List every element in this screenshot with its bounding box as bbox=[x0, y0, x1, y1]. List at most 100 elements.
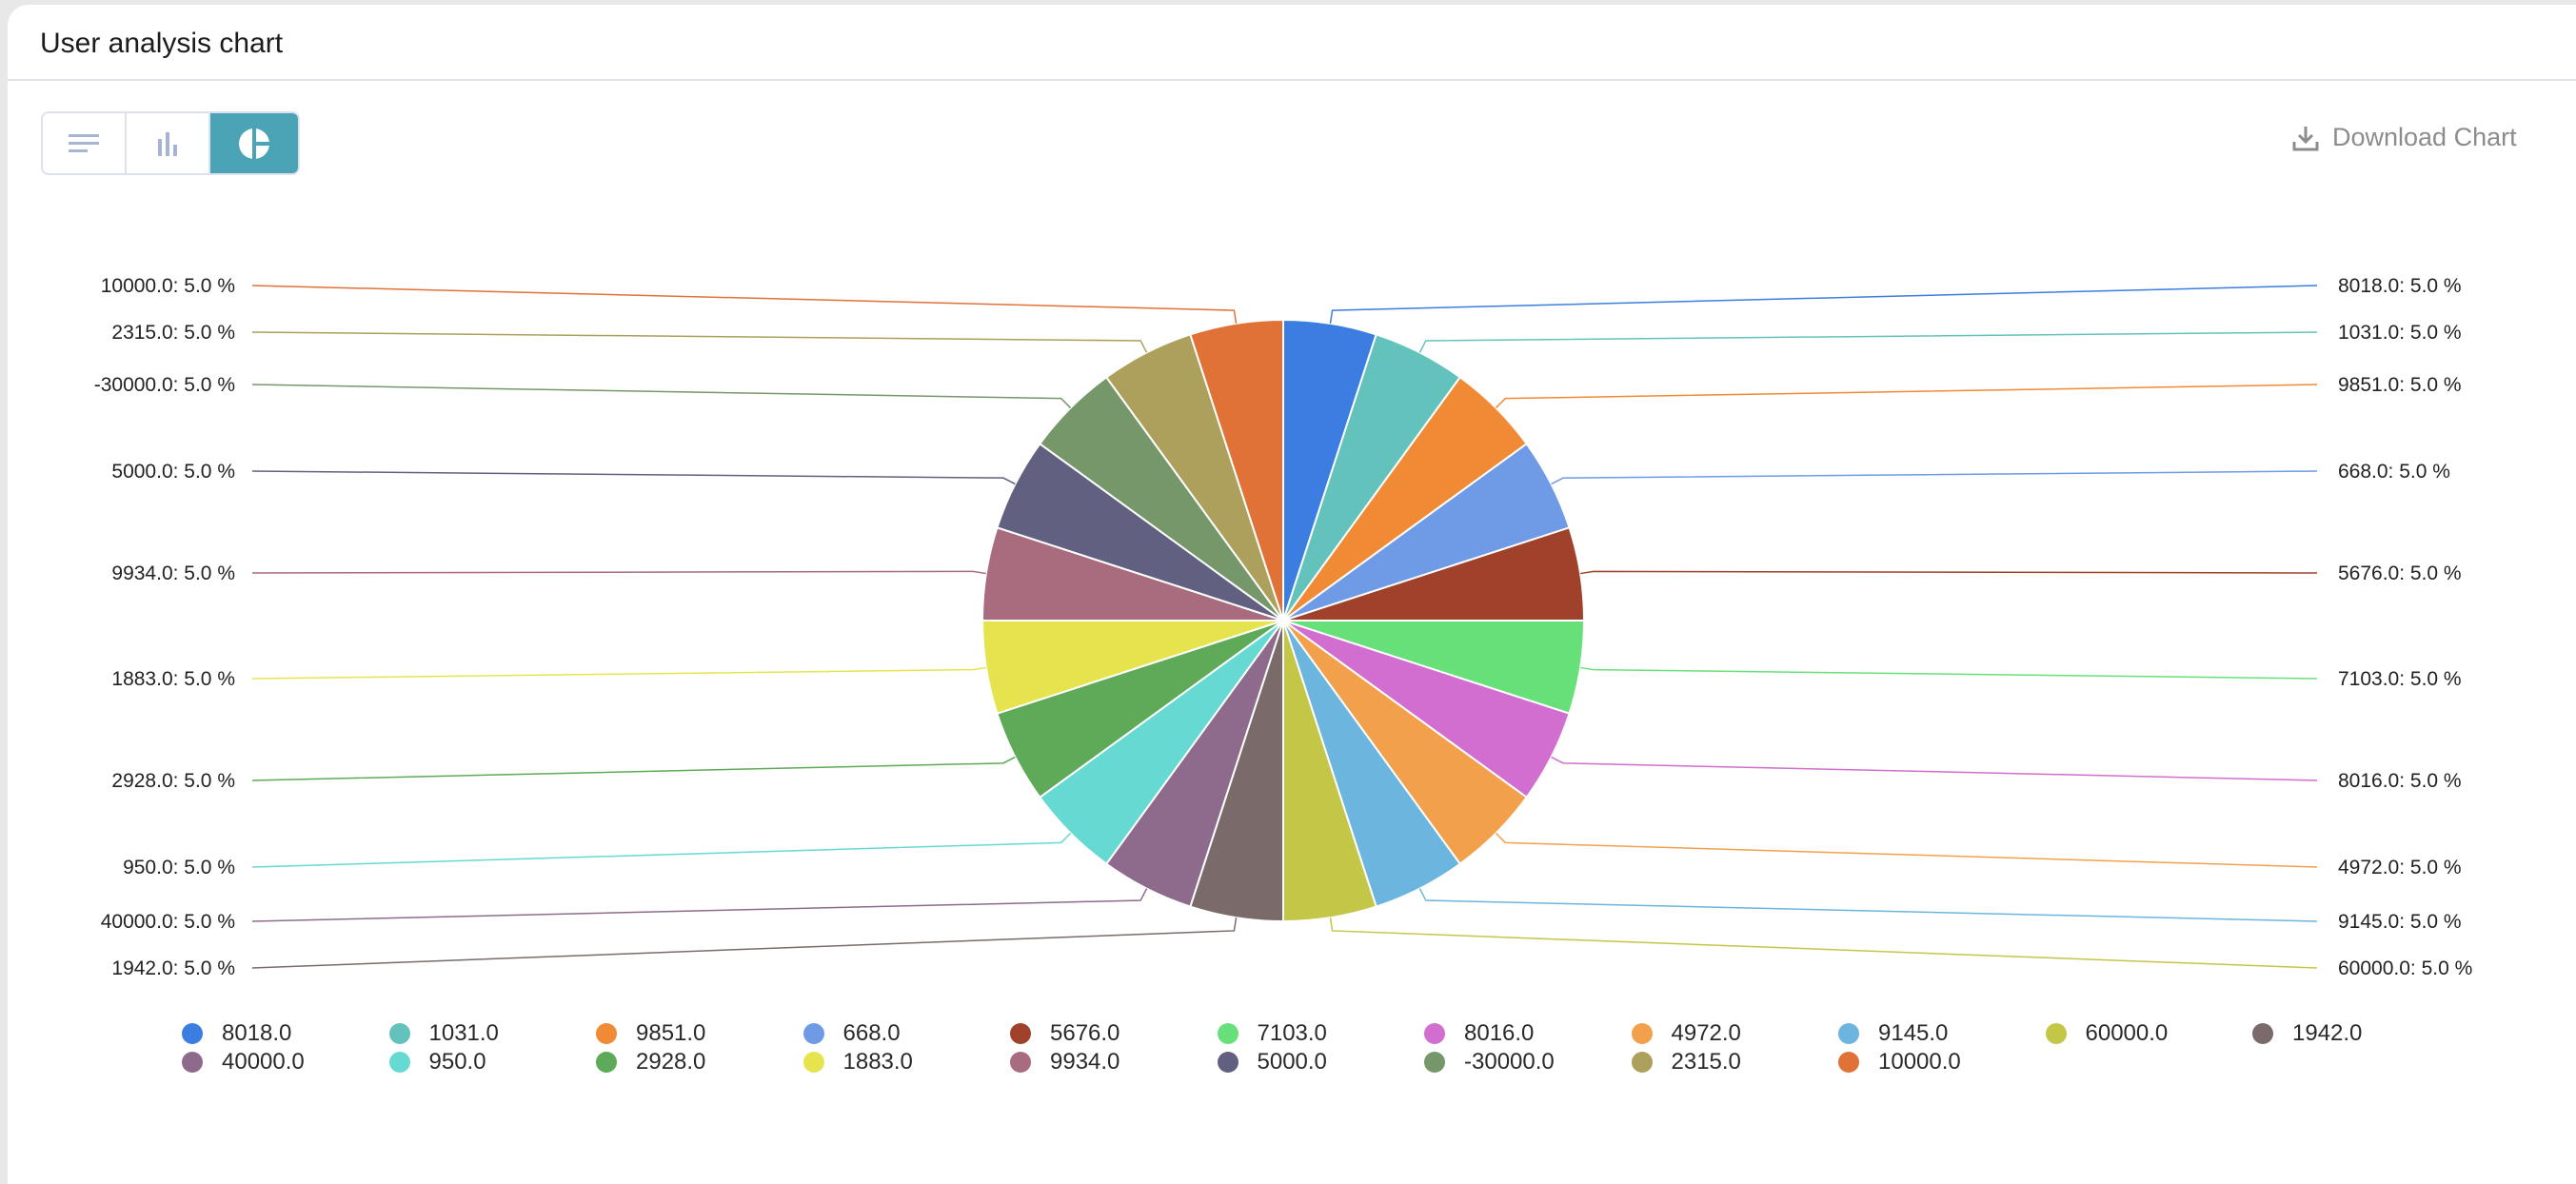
legend-item[interactable]: 2315.0 bbox=[1631, 1049, 1741, 1075]
legend-item[interactable]: 9851.0 bbox=[596, 1020, 705, 1047]
legend-swatch bbox=[803, 1023, 824, 1044]
legend-item[interactable]: 8016.0 bbox=[1424, 1020, 1534, 1047]
leader-line bbox=[1495, 832, 2318, 868]
leader-line bbox=[1551, 756, 2318, 781]
leader-line bbox=[1418, 888, 2318, 922]
legend-item[interactable]: 7103.0 bbox=[1217, 1020, 1327, 1047]
slice-label: 1883.0: 5.0 % bbox=[111, 668, 235, 690]
leader-line bbox=[251, 384, 1072, 409]
slice-label: 60000.0: 5.0 % bbox=[2338, 957, 2472, 979]
legend-item[interactable]: -30000.0 bbox=[1424, 1049, 1555, 1075]
legend-label: -30000.0 bbox=[1464, 1049, 1555, 1075]
header-divider bbox=[8, 79, 2576, 81]
legend-item[interactable]: 9934.0 bbox=[1010, 1049, 1120, 1075]
leader-line bbox=[251, 917, 1238, 969]
legend-swatch bbox=[2045, 1023, 2067, 1044]
legend-item[interactable]: 1942.0 bbox=[2252, 1020, 2362, 1047]
slice-label: 9851.0: 5.0 % bbox=[2338, 374, 2462, 396]
legend-item[interactable]: 950.0 bbox=[388, 1049, 486, 1075]
slice-label: 4972.0: 5.0 % bbox=[2338, 857, 2462, 878]
legend-item[interactable]: 8018.0 bbox=[182, 1020, 291, 1047]
slice-label: 5676.0: 5.0 % bbox=[2338, 562, 2462, 584]
pie-slice[interactable] bbox=[1189, 318, 1284, 622]
download-icon bbox=[2292, 126, 2319, 150]
leader-line bbox=[1418, 331, 2318, 353]
legend-swatch bbox=[388, 1052, 410, 1073]
legend-swatch bbox=[1424, 1023, 1445, 1044]
slice-label: 668.0: 5.0 % bbox=[2338, 461, 2450, 483]
leader-line bbox=[1329, 917, 2318, 969]
legend-swatch bbox=[1424, 1052, 1445, 1073]
legend-label: 10000.0 bbox=[1878, 1049, 1961, 1075]
legend-swatch bbox=[182, 1023, 203, 1044]
leader-line bbox=[1329, 285, 2318, 325]
legend-item[interactable]: 10000.0 bbox=[1838, 1049, 1961, 1075]
legend-item[interactable]: 60000.0 bbox=[2045, 1020, 2169, 1047]
legend-item[interactable]: 5000.0 bbox=[1217, 1049, 1327, 1075]
legend-swatch bbox=[1631, 1023, 1653, 1044]
slice-label: 7103.0: 5.0 % bbox=[2338, 668, 2462, 690]
legend-swatch bbox=[1010, 1023, 1031, 1044]
leader-line bbox=[251, 331, 1148, 353]
slice-label: 2315.0: 5.0 % bbox=[111, 322, 235, 344]
legend-label: 60000.0 bbox=[2085, 1020, 2169, 1046]
legend-label: 2928.0 bbox=[636, 1049, 706, 1075]
slice-label: 1031.0: 5.0 % bbox=[2338, 322, 2462, 344]
legend-swatch bbox=[596, 1052, 617, 1073]
legend-item[interactable]: 40000.0 bbox=[182, 1049, 305, 1075]
slice-label: 9934.0: 5.0 % bbox=[111, 562, 235, 584]
legend-label: 9145.0 bbox=[1878, 1020, 1949, 1046]
legend-item[interactable]: 2928.0 bbox=[596, 1049, 705, 1075]
legend-label: 5000.0 bbox=[1257, 1049, 1327, 1075]
legend-label: 8016.0 bbox=[1464, 1020, 1535, 1046]
slice-label: 2928.0: 5.0 % bbox=[111, 770, 235, 792]
legend-swatch bbox=[1217, 1023, 1238, 1044]
legend-label: 9851.0 bbox=[636, 1020, 706, 1046]
slice-label: 40000.0: 5.0 % bbox=[101, 911, 235, 933]
legend-label: 4972.0 bbox=[1671, 1020, 1741, 1046]
pie-chart-icon bbox=[239, 126, 271, 161]
slice-label: 9145.0: 5.0 % bbox=[2338, 911, 2462, 933]
legend-label: 7103.0 bbox=[1257, 1020, 1327, 1046]
legend-label: 8018.0 bbox=[222, 1020, 292, 1046]
pie-chart-button[interactable] bbox=[210, 113, 298, 173]
legend-item[interactable]: 4972.0 bbox=[1631, 1020, 1741, 1047]
bar-chart-button[interactable] bbox=[127, 113, 210, 173]
leader-line bbox=[1495, 384, 2318, 409]
legend-swatch bbox=[2252, 1023, 2273, 1044]
slice-label: 8018.0: 5.0 % bbox=[2338, 275, 2462, 297]
page-title: User analysis chart bbox=[40, 28, 284, 59]
slice-label: 10000.0: 5.0 % bbox=[101, 275, 235, 297]
legend-label: 1031.0 bbox=[428, 1020, 499, 1046]
list-view-button[interactable] bbox=[43, 113, 127, 173]
legend-swatch bbox=[596, 1023, 617, 1044]
leader-line bbox=[251, 756, 1016, 781]
legend-item[interactable]: 9145.0 bbox=[1838, 1020, 1948, 1047]
leader-line bbox=[251, 570, 987, 575]
slice-label: 950.0: 5.0 % bbox=[123, 857, 235, 878]
legend-item[interactable]: 1031.0 bbox=[388, 1020, 499, 1047]
legend-item[interactable]: 5676.0 bbox=[1010, 1020, 1120, 1047]
legend-item[interactable]: 1883.0 bbox=[803, 1049, 913, 1075]
leader-line bbox=[251, 888, 1148, 922]
download-chart-button[interactable]: Download Chart bbox=[2292, 123, 2517, 152]
legend-swatch bbox=[1838, 1023, 1859, 1044]
slice-label: 5000.0: 5.0 % bbox=[111, 461, 235, 483]
legend-swatch bbox=[1010, 1052, 1031, 1073]
leader-line bbox=[251, 285, 1238, 325]
legend-label: 1883.0 bbox=[842, 1049, 913, 1075]
legend-swatch bbox=[1631, 1052, 1653, 1073]
leader-line bbox=[251, 832, 1072, 868]
legend-swatch bbox=[803, 1052, 824, 1073]
chart-type-toggle bbox=[41, 111, 300, 175]
legend-swatch bbox=[1217, 1052, 1238, 1073]
legend-swatch bbox=[182, 1052, 203, 1073]
leader-line bbox=[1579, 570, 2318, 575]
legend-item[interactable]: 668.0 bbox=[803, 1020, 901, 1047]
legend-label: 668.0 bbox=[842, 1020, 901, 1046]
list-icon bbox=[69, 133, 99, 152]
legend-swatch bbox=[388, 1023, 410, 1044]
legend-label: 2315.0 bbox=[1671, 1049, 1741, 1075]
leader-line bbox=[1551, 470, 2318, 485]
